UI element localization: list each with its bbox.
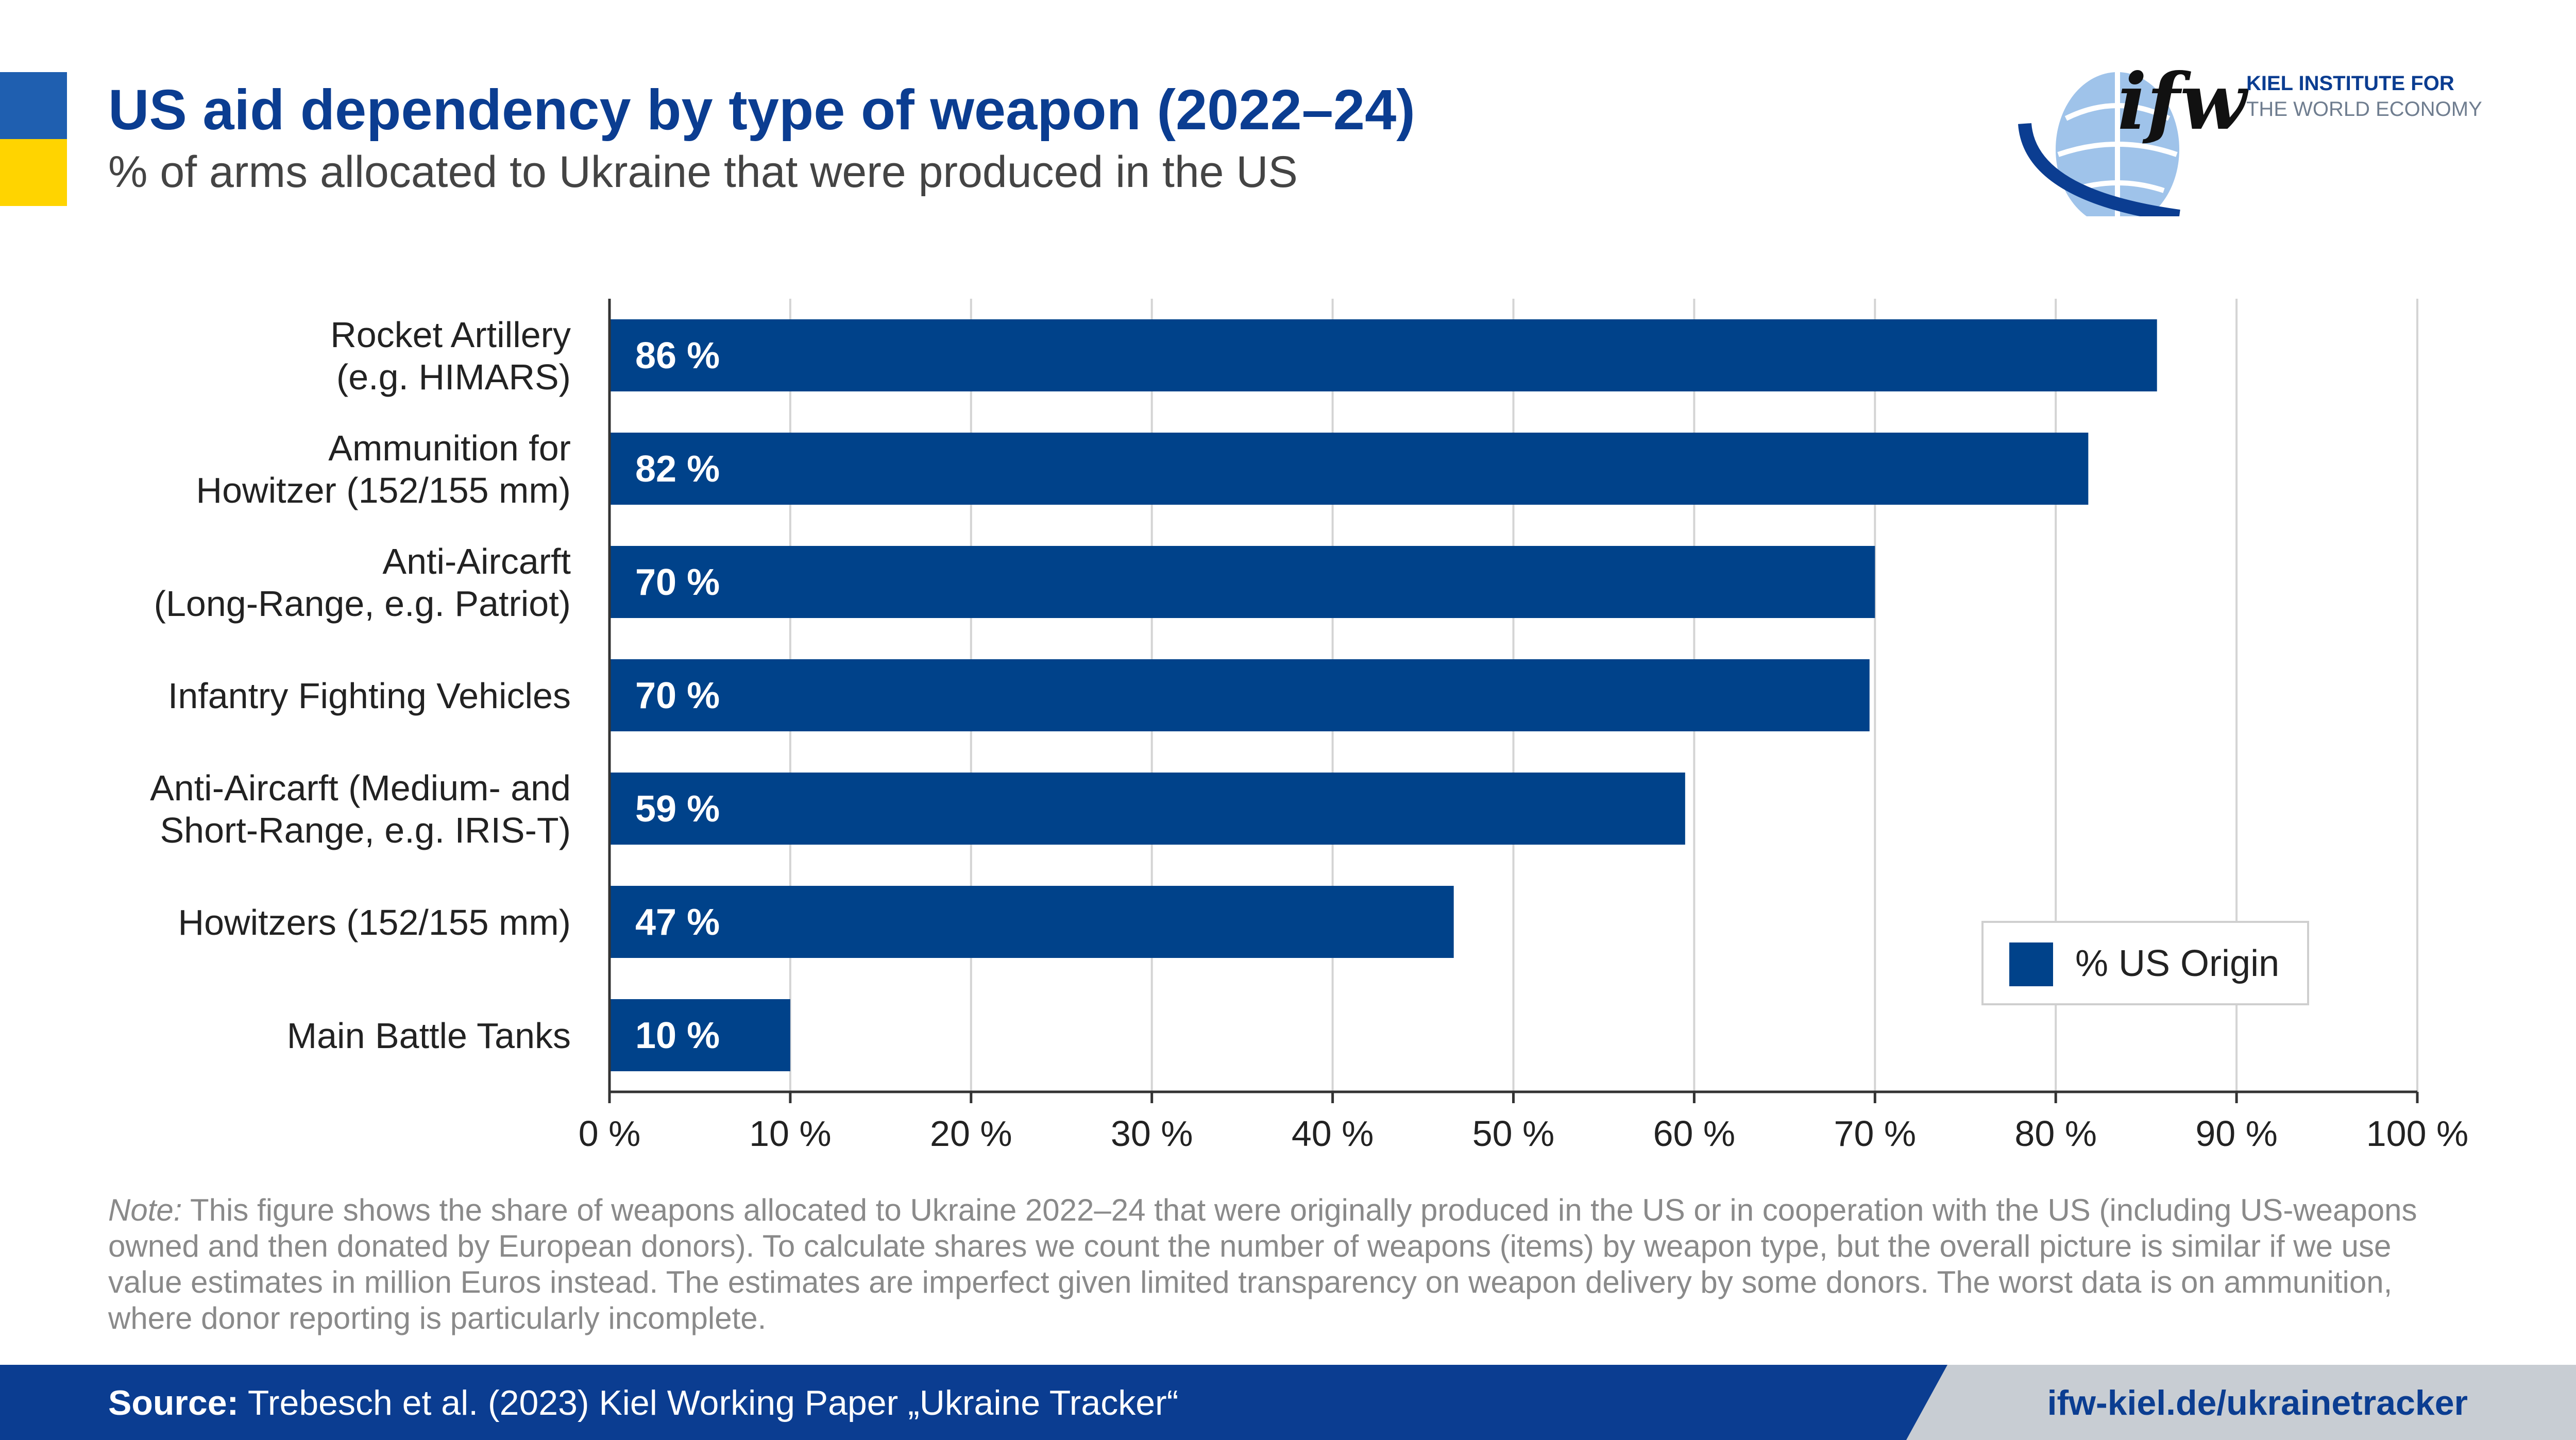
bar xyxy=(609,773,1685,845)
x-tick-label: 100 % xyxy=(2366,1113,2468,1154)
note-text: Note: This figure shows the share of wea… xyxy=(108,1192,2473,1336)
logo-text-line1: KIEL INSTITUTE FOR xyxy=(2246,72,2454,95)
x-tick-label: 50 % xyxy=(1472,1113,1555,1154)
category-label-line: Rocket Artillery xyxy=(330,315,571,355)
footer-url-panel xyxy=(1906,1365,2576,1440)
bar-value-label: 47 % xyxy=(635,902,720,943)
bar xyxy=(609,999,790,1071)
chart-title: US aid dependency by type of weapon (202… xyxy=(108,78,1415,142)
category-label-line: Ammunition for xyxy=(328,428,571,468)
category-label-line: (e.g. HIMARS) xyxy=(336,357,571,397)
globe-logo-icon xyxy=(2018,72,2180,216)
bar xyxy=(609,319,2157,391)
legend-swatch xyxy=(2009,942,2053,986)
chart-subtitle: % of arms allocated to Ukraine that were… xyxy=(108,147,1298,197)
x-tick-label: 0 % xyxy=(579,1113,641,1154)
flag-yellow-stripe xyxy=(0,139,67,206)
bar-value-label: 86 % xyxy=(635,335,720,376)
category-label-line: Anti-Aircarft xyxy=(382,541,571,581)
category-label: Ammunition for Howitzer (152/155 mm) xyxy=(196,428,571,510)
category-label-line: (Long-Range, e.g. Patriot) xyxy=(154,584,571,624)
category-label: Rocket Artillery (e.g. HIMARS) xyxy=(330,315,571,397)
x-tick-label: 20 % xyxy=(930,1113,1012,1154)
bar xyxy=(609,546,1875,618)
category-label-line: Main Battle Tanks xyxy=(287,1016,571,1056)
bar-value-label: 82 % xyxy=(635,449,720,490)
logo-mark: ifw xyxy=(2117,57,2247,147)
category-label: Infantry Fighting Vehicles xyxy=(168,676,571,716)
bar-value-label: 10 % xyxy=(635,1015,720,1056)
x-tick-label: 10 % xyxy=(749,1113,832,1154)
logo-text-line2: THE WORLD ECONOMY xyxy=(2246,98,2482,121)
category-label-line: Howitzers (152/155 mm) xyxy=(178,902,571,942)
source-line: Source: Trebesch et al. (2023) Kiel Work… xyxy=(108,1383,1178,1423)
note-label: Note: xyxy=(108,1193,182,1227)
note-body: This figure shows the share of weapons a… xyxy=(108,1193,2417,1335)
category-label: Anti-Aircarft (Long-Range, e.g. Patriot) xyxy=(154,541,571,624)
category-label: Main Battle Tanks xyxy=(287,1016,571,1056)
flag-blue-stripe xyxy=(0,72,67,139)
x-tick-label: 90 % xyxy=(2195,1113,2278,1154)
x-tick-label: 30 % xyxy=(1111,1113,1193,1154)
x-tick-label: 80 % xyxy=(2014,1113,2097,1154)
x-tick-label: 60 % xyxy=(1653,1113,1736,1154)
bar-value-label: 70 % xyxy=(635,675,720,716)
category-label: Anti-Aircarft (Medium- and Short-Range, e… xyxy=(150,768,571,850)
bar xyxy=(609,659,1870,731)
category-label-line: Infantry Fighting Vehicles xyxy=(168,676,571,716)
source-text: Trebesch et al. (2023) Kiel Working Pape… xyxy=(239,1383,1179,1422)
source-label: Source: xyxy=(108,1383,239,1422)
legend-label: % US Origin xyxy=(2075,943,2279,984)
bar-value-label: 59 % xyxy=(635,788,720,830)
category-label-line: Howitzer (152/155 mm) xyxy=(196,470,571,510)
x-tick-label: 40 % xyxy=(1292,1113,1374,1154)
bar xyxy=(609,886,1454,958)
bar-value-label: 70 % xyxy=(635,562,720,603)
tracker-link[interactable]: ifw-kiel.de/ukrainetracker xyxy=(2047,1383,2468,1422)
x-tick-label: 70 % xyxy=(1834,1113,1917,1154)
category-label-line: Short-Range, e.g. IRIS-T) xyxy=(160,810,571,850)
bar xyxy=(609,433,2089,505)
category-label: Howitzers (152/155 mm) xyxy=(178,902,571,942)
category-label-line: Anti-Aircarft (Medium- and xyxy=(150,768,571,808)
